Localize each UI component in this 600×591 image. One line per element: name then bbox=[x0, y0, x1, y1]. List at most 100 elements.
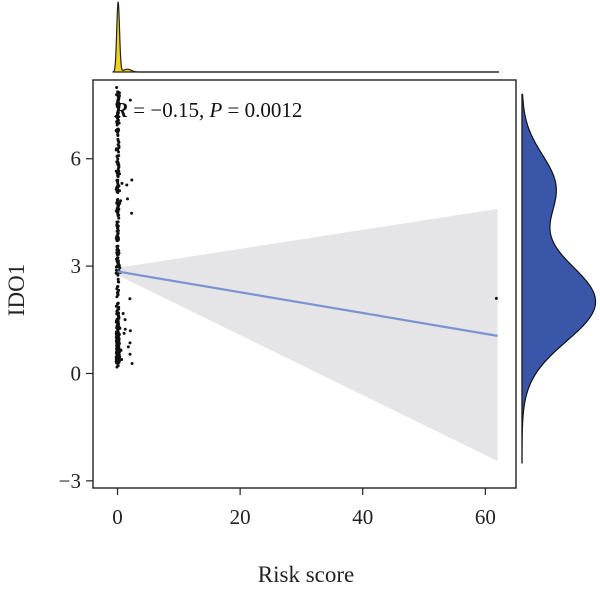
scatter-point bbox=[115, 120, 119, 124]
scatter-point bbox=[130, 178, 134, 182]
regression-line bbox=[117, 270, 498, 337]
scatter-point bbox=[116, 148, 120, 152]
scatter-point bbox=[116, 157, 120, 161]
y-tick-label: 6 bbox=[71, 147, 82, 171]
scatter-point bbox=[130, 211, 134, 215]
scatter-point bbox=[115, 223, 119, 227]
scatter-point bbox=[116, 280, 120, 284]
scatter-point bbox=[128, 341, 132, 345]
r-value: = −0.15, bbox=[128, 98, 209, 122]
scatter-points bbox=[114, 85, 498, 369]
plot-frame bbox=[92, 79, 517, 489]
y-axis-title: IDO1 bbox=[4, 264, 29, 316]
scatter-point bbox=[130, 361, 134, 365]
scatter-point bbox=[117, 263, 121, 267]
scatter-point bbox=[128, 352, 132, 356]
y-tick-label: 0 bbox=[71, 361, 82, 385]
scatter-point bbox=[117, 213, 121, 217]
scatter-point bbox=[117, 359, 121, 363]
scatter-point bbox=[116, 143, 120, 147]
x-tick-label: 60 bbox=[475, 505, 496, 529]
scatter-point bbox=[116, 307, 120, 311]
scatter-point bbox=[120, 181, 124, 185]
scatter-point bbox=[116, 277, 120, 281]
scatter-point bbox=[123, 327, 127, 331]
scatter-point bbox=[115, 338, 119, 342]
scatter-point bbox=[117, 154, 121, 158]
scatter-point bbox=[115, 287, 119, 291]
scatter-point bbox=[128, 329, 132, 333]
scatter-point bbox=[116, 291, 120, 295]
scatter-point bbox=[116, 175, 120, 179]
scatter-point bbox=[116, 227, 120, 231]
scatter-point bbox=[116, 98, 120, 102]
scatter-point bbox=[115, 356, 119, 360]
scatter-point bbox=[116, 333, 120, 337]
scatter-point bbox=[115, 102, 119, 106]
right-density-area bbox=[521, 93, 597, 464]
scatter-point bbox=[116, 169, 120, 173]
y-tick-label: 3 bbox=[71, 254, 82, 278]
scatter-point bbox=[117, 163, 121, 167]
scatter-point bbox=[116, 117, 120, 121]
scatter-point bbox=[118, 348, 122, 352]
right-marginal-density bbox=[521, 93, 597, 464]
scatter-point bbox=[116, 160, 120, 164]
scatter-point bbox=[120, 358, 124, 362]
scatter-point bbox=[116, 233, 120, 237]
main-plot-panel: 0 20 40 60 −3 0 3 6 R = −0.15, P = 0.0012 bbox=[59, 79, 517, 529]
r-label: R bbox=[113, 98, 128, 122]
scatter-point bbox=[117, 203, 121, 207]
top-marginal-density bbox=[112, 1, 500, 73]
x-tick-label: 20 bbox=[230, 505, 251, 529]
scatter-point bbox=[123, 318, 127, 322]
scatter-point bbox=[115, 248, 119, 252]
scatter-point bbox=[116, 349, 120, 353]
scatter-point bbox=[114, 304, 118, 308]
scatter-point bbox=[114, 209, 118, 213]
scatter-point bbox=[116, 244, 120, 248]
scatter-point bbox=[114, 265, 118, 269]
y-tick-label: −3 bbox=[59, 469, 81, 493]
scatter-point bbox=[128, 98, 132, 102]
scatter-point bbox=[115, 201, 119, 205]
scatter-point bbox=[115, 93, 119, 97]
scatter-point bbox=[115, 317, 119, 321]
scatter-point bbox=[126, 345, 130, 349]
scatter-point bbox=[115, 85, 119, 89]
scatter-point bbox=[117, 337, 121, 341]
scatter-point bbox=[116, 301, 120, 305]
scatter-point bbox=[116, 111, 120, 115]
scatter-point bbox=[117, 325, 121, 329]
scatter-point bbox=[116, 181, 120, 185]
top-density-area bbox=[112, 1, 139, 72]
scatter-point bbox=[116, 220, 120, 224]
scatter-point bbox=[115, 340, 119, 344]
scatter-point bbox=[119, 199, 123, 203]
scatter-point bbox=[115, 229, 119, 233]
scatter-point bbox=[116, 364, 120, 368]
scatter-point bbox=[116, 237, 120, 241]
scatter-point bbox=[116, 198, 120, 202]
scatter-point bbox=[117, 216, 121, 220]
scatter-point bbox=[117, 343, 121, 347]
scatter-point bbox=[115, 345, 119, 349]
scatter-point bbox=[126, 197, 129, 201]
scatter-point bbox=[117, 91, 121, 95]
scatter-point bbox=[116, 178, 120, 182]
scatter-point bbox=[117, 207, 121, 211]
correlation-annotation: R = −0.15, P = 0.0012 bbox=[113, 98, 302, 122]
scatter-point bbox=[116, 273, 120, 277]
scatter-point bbox=[117, 150, 121, 154]
scatter-point bbox=[121, 312, 125, 315]
scatter-point bbox=[115, 259, 119, 263]
y-axis-ticks: −3 0 3 6 bbox=[59, 147, 93, 493]
scatter-point bbox=[116, 312, 120, 316]
scatter-point bbox=[125, 183, 129, 187]
x-tick-label: 40 bbox=[352, 505, 373, 529]
scatter-point bbox=[116, 330, 120, 334]
confidence-band bbox=[117, 208, 498, 462]
scatter-point bbox=[117, 165, 121, 169]
scatter-point bbox=[115, 360, 119, 364]
